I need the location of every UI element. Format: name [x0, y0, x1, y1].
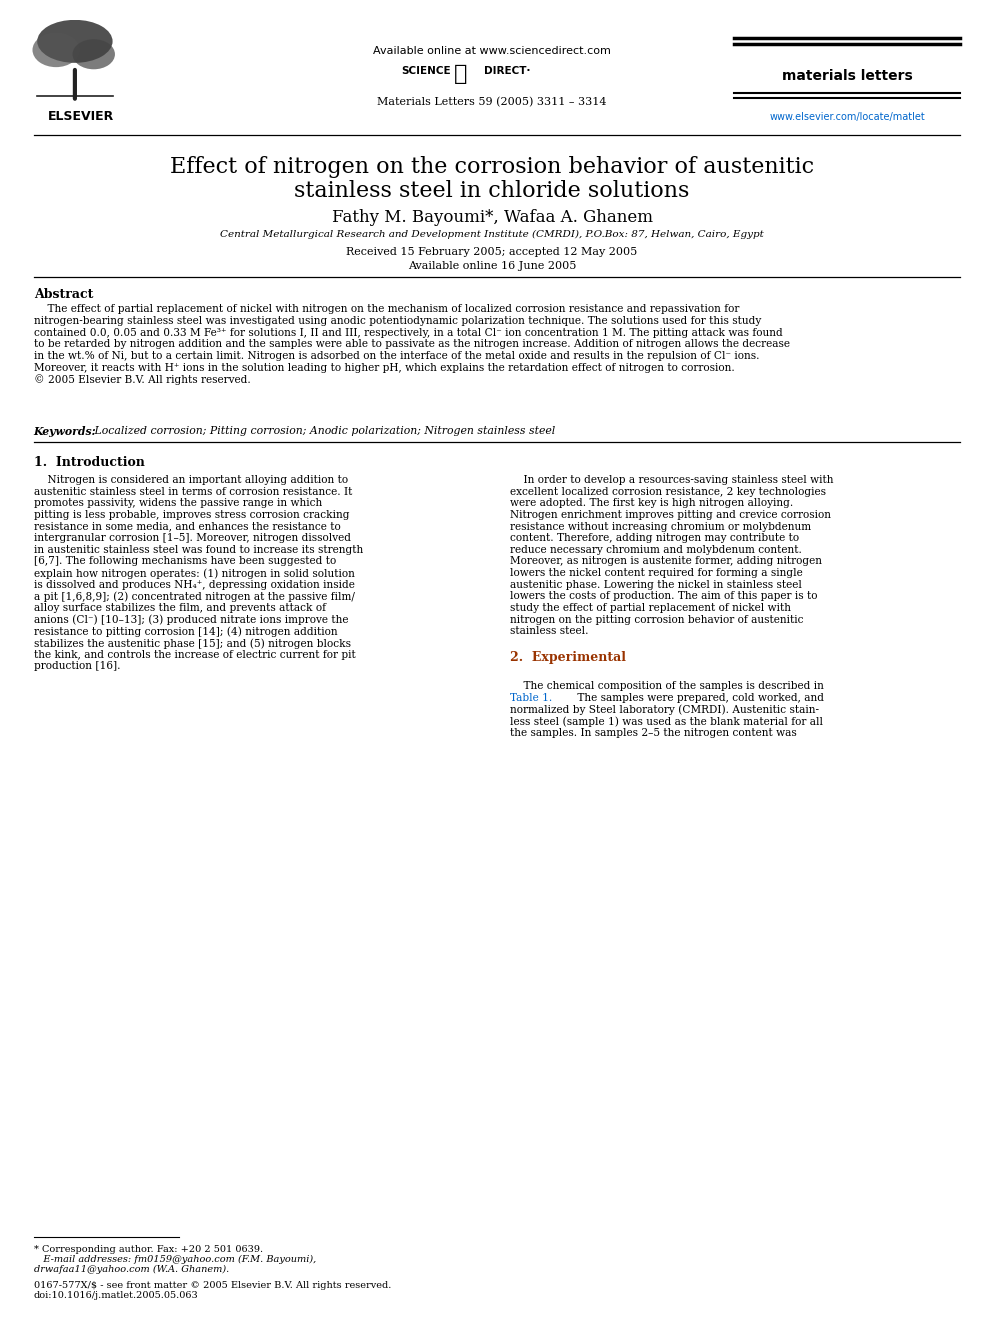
Text: [6,7]. The following mechanisms have been suggested to: [6,7]. The following mechanisms have bee…: [34, 557, 336, 566]
Text: stabilizes the austenitic phase [15]; and (5) nitrogen blocks: stabilizes the austenitic phase [15]; an…: [34, 638, 351, 648]
Text: content. Therefore, adding nitrogen may contribute to: content. Therefore, adding nitrogen may …: [510, 533, 799, 544]
Text: Fathy M. Bayoumi*, Wafaa A. Ghanem: Fathy M. Bayoumi*, Wafaa A. Ghanem: [331, 209, 653, 226]
Text: ⓐ: ⓐ: [454, 64, 467, 83]
Text: production [16].: production [16].: [34, 662, 120, 671]
Text: The effect of partial replacement of nickel with nitrogen on the mechanism of lo: The effect of partial replacement of nic…: [34, 304, 739, 315]
Ellipse shape: [72, 40, 115, 69]
Text: normalized by Steel laboratory (CMRDI). Austenitic stain-: normalized by Steel laboratory (CMRDI). …: [510, 705, 818, 716]
Text: austenitic stainless steel in terms of corrosion resistance. It: austenitic stainless steel in terms of c…: [34, 487, 352, 496]
Text: The chemical composition of the samples is described in: The chemical composition of the samples …: [510, 681, 823, 692]
Text: the samples. In samples 2–5 the nitrogen content was: the samples. In samples 2–5 the nitrogen…: [510, 728, 797, 738]
Text: materials letters: materials letters: [782, 69, 913, 83]
Text: 0167-577X/$ - see front matter © 2005 Elsevier B.V. All rights reserved.: 0167-577X/$ - see front matter © 2005 El…: [34, 1281, 391, 1290]
Text: E-mail addresses: fm0159@yahoo.com (F.M. Bayoumi),: E-mail addresses: fm0159@yahoo.com (F.M.…: [34, 1254, 316, 1263]
Ellipse shape: [38, 20, 112, 62]
Text: stainless steel.: stainless steel.: [510, 626, 588, 636]
Text: Central Metallurgical Research and Development Institute (CMRDI), P.O.Box: 87, H: Central Metallurgical Research and Devel…: [220, 230, 764, 239]
Text: promotes passivity, widens the passive range in which: promotes passivity, widens the passive r…: [34, 499, 322, 508]
Text: Table 1.: Table 1.: [510, 693, 553, 703]
Text: DIRECT·: DIRECT·: [484, 66, 531, 77]
Text: nitrogen-bearing stainless steel was investigated using anodic potentiodynamic p: nitrogen-bearing stainless steel was inv…: [34, 316, 761, 325]
Text: stainless steel in chloride solutions: stainless steel in chloride solutions: [295, 180, 689, 202]
Text: anions (Cl⁻) [10–13]; (3) produced nitrate ions improve the: anions (Cl⁻) [10–13]; (3) produced nitra…: [34, 615, 348, 626]
Text: In order to develop a resources-saving stainless steel with: In order to develop a resources-saving s…: [510, 475, 833, 486]
Text: 1.  Introduction: 1. Introduction: [34, 456, 145, 470]
Text: lowers the costs of production. The aim of this paper is to: lowers the costs of production. The aim …: [510, 591, 817, 602]
Text: Effect of nitrogen on the corrosion behavior of austenitic: Effect of nitrogen on the corrosion beha…: [170, 156, 814, 179]
Text: resistance without increasing chromium or molybdenum: resistance without increasing chromium o…: [510, 521, 811, 532]
Text: is dissolved and produces NH₄⁺, depressing oxidation inside: is dissolved and produces NH₄⁺, depressi…: [34, 579, 354, 590]
Text: Materials Letters 59 (2005) 3311 – 3314: Materials Letters 59 (2005) 3311 – 3314: [377, 97, 607, 107]
Text: alloy surface stabilizes the film, and prevents attack of: alloy surface stabilizes the film, and p…: [34, 603, 325, 613]
Text: © 2005 Elsevier B.V. All rights reserved.: © 2005 Elsevier B.V. All rights reserved…: [34, 374, 250, 385]
Text: Moreover, as nitrogen is austenite former, adding nitrogen: Moreover, as nitrogen is austenite forme…: [510, 557, 822, 566]
Text: Abstract: Abstract: [34, 288, 93, 302]
Text: explain how nitrogen operates: (1) nitrogen in solid solution: explain how nitrogen operates: (1) nitro…: [34, 568, 354, 578]
Text: reduce necessary chromium and molybdenum content.: reduce necessary chromium and molybdenum…: [510, 545, 802, 554]
Text: to be retarded by nitrogen addition and the samples were able to passivate as th: to be retarded by nitrogen addition and …: [34, 339, 790, 349]
Text: lowers the nickel content required for forming a single: lowers the nickel content required for f…: [510, 568, 803, 578]
Text: www.elsevier.com/locate/matlet: www.elsevier.com/locate/matlet: [769, 112, 926, 123]
Text: pitting is less probable, improves stress corrosion cracking: pitting is less probable, improves stres…: [34, 509, 349, 520]
Text: in austenitic stainless steel was found to increase its strength: in austenitic stainless steel was found …: [34, 545, 363, 554]
Text: * Corresponding author. Fax: +20 2 501 0639.: * Corresponding author. Fax: +20 2 501 0…: [34, 1245, 263, 1254]
Text: resistance to pitting corrosion [14]; (4) nitrogen addition: resistance to pitting corrosion [14]; (4…: [34, 626, 337, 636]
Text: were adopted. The first key is high nitrogen alloying.: were adopted. The first key is high nitr…: [510, 499, 794, 508]
Text: a pit [1,6,8,9]; (2) concentrated nitrogen at the passive film/: a pit [1,6,8,9]; (2) concentrated nitrog…: [34, 591, 354, 602]
Text: less steel (sample 1) was used as the blank material for all: less steel (sample 1) was used as the bl…: [510, 716, 823, 726]
Text: study the effect of partial replacement of nickel with: study the effect of partial replacement …: [510, 603, 791, 613]
Text: Available online at www.sciencedirect.com: Available online at www.sciencedirect.co…: [373, 46, 611, 57]
Text: Available online 16 June 2005: Available online 16 June 2005: [408, 261, 576, 271]
Ellipse shape: [33, 33, 79, 67]
Text: nitrogen on the pitting corrosion behavior of austenitic: nitrogen on the pitting corrosion behavi…: [510, 615, 804, 624]
Text: excellent localized corrosion resistance, 2 key technologies: excellent localized corrosion resistance…: [510, 487, 826, 496]
Text: doi:10.1016/j.matlet.2005.05.063: doi:10.1016/j.matlet.2005.05.063: [34, 1291, 198, 1299]
Text: austenitic phase. Lowering the nickel in stainless steel: austenitic phase. Lowering the nickel in…: [510, 579, 802, 590]
Text: contained 0.0, 0.05 and 0.33 M Fe³⁺ for solutions I, II and III, respectively, i: contained 0.0, 0.05 and 0.33 M Fe³⁺ for …: [34, 328, 783, 337]
Text: 2.  Experimental: 2. Experimental: [510, 651, 626, 664]
Text: Moreover, it reacts with H⁺ ions in the solution leading to higher pH, which exp: Moreover, it reacts with H⁺ ions in the …: [34, 363, 734, 373]
Text: Localized corrosion; Pitting corrosion; Anodic polarization; Nitrogen stainless : Localized corrosion; Pitting corrosion; …: [91, 426, 556, 437]
Text: intergranular corrosion [1–5]. Moreover, nitrogen dissolved: intergranular corrosion [1–5]. Moreover,…: [34, 533, 351, 544]
Text: ELSEVIER: ELSEVIER: [49, 110, 114, 123]
Text: The samples were prepared, cold worked, and: The samples were prepared, cold worked, …: [574, 693, 824, 703]
Text: Nitrogen enrichment improves pitting and crevice corrosion: Nitrogen enrichment improves pitting and…: [510, 509, 831, 520]
Text: in the wt.% of Ni, but to a certain limit. Nitrogen is adsorbed on the interface: in the wt.% of Ni, but to a certain limi…: [34, 351, 759, 361]
Text: the kink, and controls the increase of electric current for pit: the kink, and controls the increase of e…: [34, 650, 355, 660]
Text: Nitrogen is considered an important alloying addition to: Nitrogen is considered an important allo…: [34, 475, 348, 486]
Text: drwafaa11@yahoo.com (W.A. Ghanem).: drwafaa11@yahoo.com (W.A. Ghanem).: [34, 1265, 229, 1274]
Text: SCIENCE: SCIENCE: [402, 66, 451, 77]
Text: Keywords:: Keywords:: [34, 426, 96, 437]
Text: resistance in some media, and enhances the resistance to: resistance in some media, and enhances t…: [34, 521, 340, 532]
Text: Received 15 February 2005; accepted 12 May 2005: Received 15 February 2005; accepted 12 M…: [346, 247, 638, 258]
